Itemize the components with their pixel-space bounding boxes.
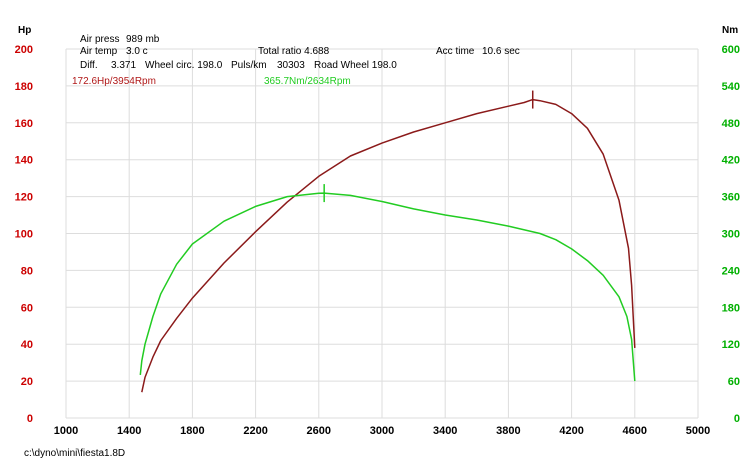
power-peak-label: 172.6Hp/3954Rpm <box>72 76 156 87</box>
diff-label: Diff. <box>80 60 98 71</box>
right-axis-ticks: 0 60 120 180 240 300 360 420 480 540 600 <box>722 44 740 425</box>
air-press-label: Air press <box>80 34 119 45</box>
puls-km-label: Puls/km <box>231 60 267 71</box>
y-tick-left: 80 <box>21 265 33 277</box>
x-tick: 4200 <box>559 425 583 437</box>
wheel-circ: Wheel circ. 198.0 <box>145 60 223 71</box>
y-tick-left: 200 <box>15 44 33 56</box>
y-tick-left: 100 <box>15 229 33 241</box>
y-tick-right: 120 <box>722 339 740 351</box>
chart-series <box>139 90 636 393</box>
y-tick-left: 0 <box>27 413 33 425</box>
y-tick-right: 600 <box>722 44 740 56</box>
x-tick: 3000 <box>370 425 394 437</box>
torque-curve <box>139 192 636 382</box>
air-press-value: 989 mb <box>126 34 160 45</box>
power-curve <box>141 98 636 393</box>
y-tick-left: 40 <box>21 339 33 351</box>
file-path: c:\dyno\mini\fiesta1.8D <box>24 448 125 459</box>
x-tick: 2600 <box>307 425 331 437</box>
y-tick-right: 240 <box>722 265 740 277</box>
air-temp-label: Air temp <box>80 46 118 57</box>
right-unit-label: Nm <box>722 25 738 36</box>
y-tick-left: 20 <box>21 376 33 388</box>
total-ratio: Total ratio 4.688 <box>258 46 330 57</box>
y-tick-right: 420 <box>722 155 740 167</box>
x-tick: 1800 <box>180 425 204 437</box>
left-unit-label: Hp <box>18 25 31 36</box>
chart-grid <box>65 48 699 419</box>
x-tick: 3400 <box>433 425 457 437</box>
x-axis-ticks: 1000 1400 1800 2200 2600 3000 3400 3800 4200 4600… <box>54 425 710 437</box>
y-tick-right: 540 <box>722 81 740 93</box>
y-tick-left: 120 <box>15 192 33 204</box>
air-temp-value: 3.0 c <box>126 46 148 57</box>
puls-km-value: 30303 <box>277 60 305 71</box>
y-tick-left: 180 <box>15 81 33 93</box>
y-tick-left: 160 <box>15 118 33 130</box>
x-tick: 1400 <box>117 425 141 437</box>
x-tick: 3800 <box>496 425 520 437</box>
road-wheel: Road Wheel 198.0 <box>314 60 397 71</box>
diff-value: 3.371 <box>111 60 136 71</box>
y-tick-right: 300 <box>722 229 740 241</box>
y-tick-left: 140 <box>15 155 33 167</box>
y-tick-left: 60 <box>21 302 33 314</box>
y-tick-right: 0 <box>734 413 740 425</box>
acc-time-value: 10.6 sec <box>482 46 520 57</box>
left-axis-ticks: 0 20 40 60 80 100 120 140 160 180 200 <box>15 44 33 425</box>
acc-time-label: Acc time <box>436 46 475 57</box>
x-tick: 1000 <box>54 425 78 437</box>
y-tick-right: 360 <box>722 192 740 204</box>
x-tick: 2200 <box>243 425 267 437</box>
y-tick-right: 180 <box>722 302 740 314</box>
torque-peak-label: 365.7Nm/2634Rpm <box>264 76 351 87</box>
y-tick-right: 60 <box>728 376 740 388</box>
y-tick-right: 480 <box>722 118 740 130</box>
x-tick: 5000 <box>686 425 710 437</box>
x-tick: 4600 <box>623 425 647 437</box>
